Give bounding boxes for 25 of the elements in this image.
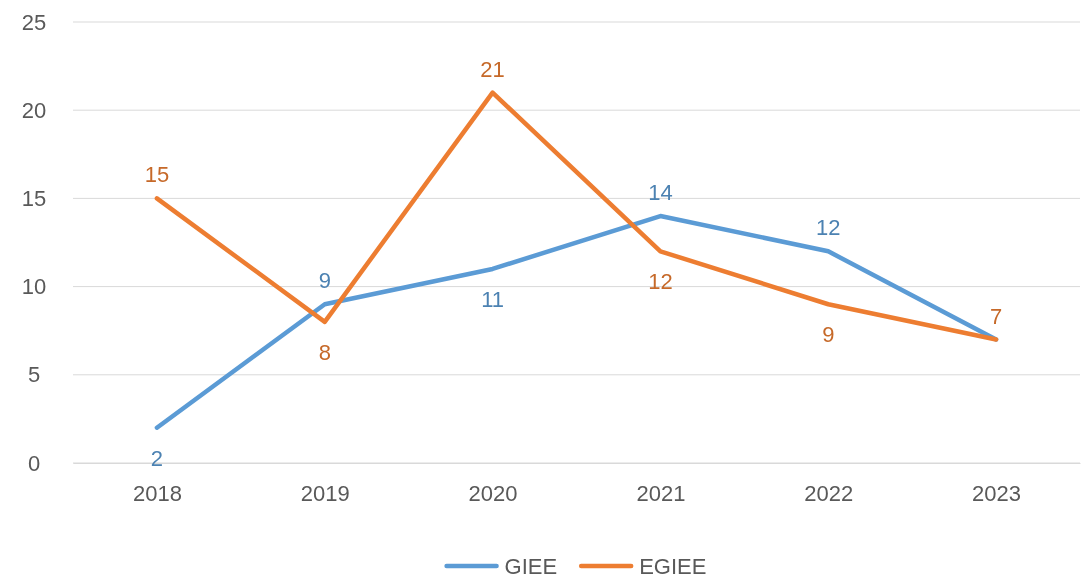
data-label: 9 [318,268,331,294]
y-tick-label: 10 [21,274,47,300]
x-tick-label: 2023 [972,481,1022,507]
y-tick-label: 5 [27,362,41,388]
y-tick-label: 0 [27,450,41,476]
y-tick-label: 20 [21,97,47,123]
x-tick-label: 2020 [468,481,518,507]
legend-label: GIEE [504,554,558,579]
data-label: 15 [144,162,170,188]
y-tick-label: 15 [21,185,47,211]
data-label: 14 [648,180,673,206]
x-tick-label: 2018 [132,481,182,507]
legend-label: EGIEE [639,554,707,579]
data-label: 12 [816,215,841,241]
data-label: 12 [648,269,673,295]
data-label: 2 [150,445,164,471]
x-tick-label: 2021 [636,481,686,507]
x-tick-label: 2022 [804,481,854,507]
x-tick-label: 2019 [300,481,350,507]
y-tick-label: 25 [21,9,47,35]
data-label: 8 [318,339,331,365]
data-label: 7 [989,303,1003,329]
data-label: 21 [480,56,505,82]
data-label: 11 [481,286,505,312]
data-label: 9 [822,322,835,348]
